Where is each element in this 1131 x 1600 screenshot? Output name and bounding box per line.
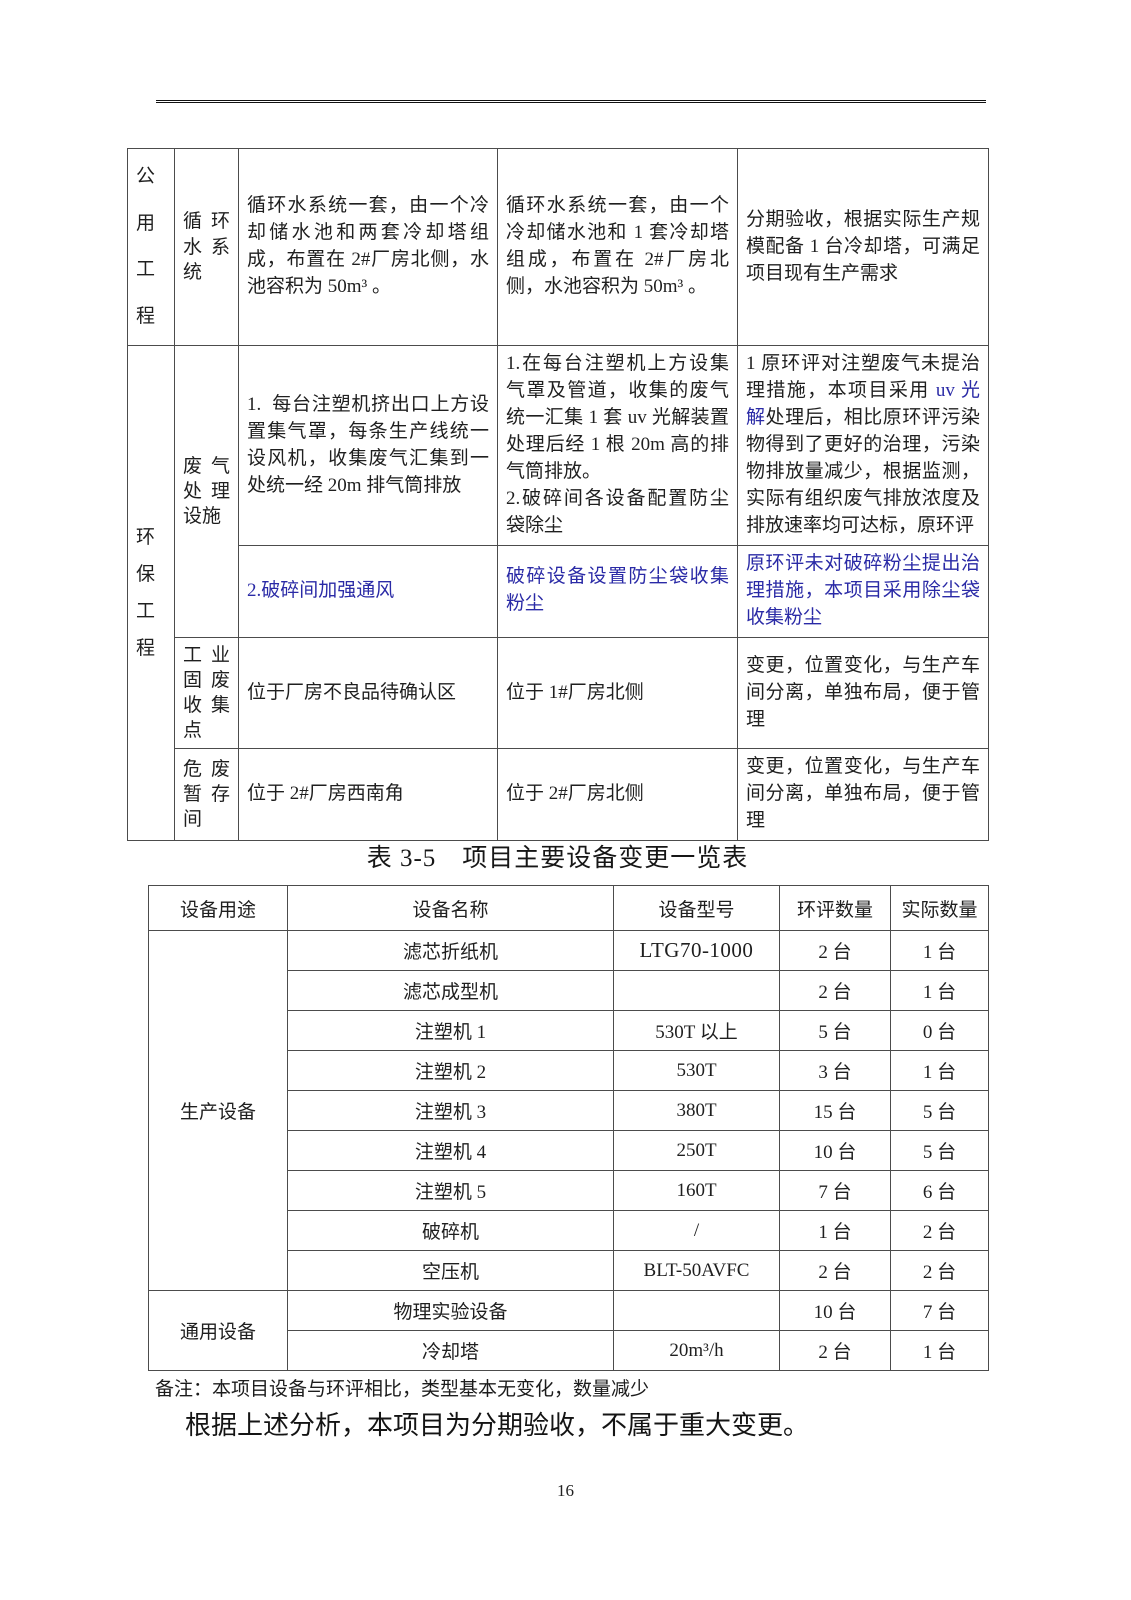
solid-waste-actual-cell: 位于 1#厂房北侧 xyxy=(497,636,738,750)
equipment-header-2: 设备型号 xyxy=(613,885,780,931)
equipment-name-cell: 注塑机 5 xyxy=(287,1170,614,1211)
equipment-name-cell: 滤芯成型机 xyxy=(287,970,614,1011)
table-row-waste-gas: 环保工程 废气处理设施 1. 每台注塑机挤出口上方设置集气罩，每条生产线统一设风… xyxy=(127,345,989,842)
equipment-model-cell: 250T xyxy=(613,1130,780,1171)
utility-original-cell: 循环水系统一套，由一个冷却储水池和两套冷却塔组成，布置在 2#厂房北侧，水池容积… xyxy=(238,147,498,347)
equipment-name-cell: 破碎机 xyxy=(287,1210,614,1251)
hazardous-waste-actual-cell: 位于 2#厂房北侧 xyxy=(497,748,738,842)
equipment-actual-qty-cell: 5 台 xyxy=(890,1090,989,1131)
equipment-actual-qty-cell: 5 台 xyxy=(890,1130,989,1171)
equipment-eia-qty-cell: 10 台 xyxy=(779,1130,891,1171)
remark-highlight-text: uv 光解 xyxy=(746,380,980,429)
equipment-actual-qty-cell: 7 台 xyxy=(890,1290,989,1331)
table-row-hazardous-waste: 危废暂存间 位于 2#厂房西南角 位于 2#厂房北侧 变更，位置变化，与生产车间… xyxy=(128,748,989,842)
page-number: 16 xyxy=(557,1481,574,1500)
equipment-name-cell: 滤芯折纸机 xyxy=(287,930,614,971)
equipment-name-cell: 物理实验设备 xyxy=(287,1290,614,1331)
equipment-eia-qty-cell: 2 台 xyxy=(779,1330,891,1371)
solid-waste-original-cell: 位于厂房不良品待确认区 xyxy=(238,636,498,750)
equipment-table-header-row: 设备用途 设备名称 设备型号 环评数量 实际数量 xyxy=(148,885,989,931)
equipment-actual-qty-cell: 1 台 xyxy=(890,1050,989,1091)
utility-item-cell: 循环水系统 xyxy=(174,147,239,347)
equipment-header-1: 设备名称 xyxy=(287,885,614,931)
waste-gas-remark-cell: 1 原环评对注塑废气未提治理措施，本项目采用 uv 光解处理后，相比原环评污染物… xyxy=(737,345,989,546)
table-row-solid-waste: 工业固废收集点 位于厂房不良品待确认区 位于 1#厂房北侧 变更，位置变化，与生… xyxy=(128,636,989,750)
equipment-eia-qty-cell: 10 台 xyxy=(779,1290,891,1331)
equipment-model-cell: 20m³/h xyxy=(613,1330,780,1371)
equipment-eia-qty-cell: 15 台 xyxy=(779,1090,891,1131)
header-divider xyxy=(156,100,986,103)
crushing-actual-cell: 破碎设备设置防尘袋收集粉尘 xyxy=(497,544,738,638)
equipment-model-cell xyxy=(613,970,780,1011)
equipment-name-cell: 注塑机 3 xyxy=(287,1090,614,1131)
equipment-model-cell: 530T 以上 xyxy=(613,1010,780,1051)
equipment-eia-qty-cell: 1 台 xyxy=(779,1210,891,1251)
equipment-eia-qty-cell: 7 台 xyxy=(779,1170,891,1211)
equipment-actual-qty-cell: 2 台 xyxy=(890,1210,989,1251)
equipment-model-cell: / xyxy=(613,1210,780,1251)
equipment-name-cell: 空压机 xyxy=(287,1250,614,1291)
table-note: 备注：本项目设备与环评相比，类型基本无变化，数量减少 xyxy=(155,1379,650,1400)
equipment-name-cell: 注塑机 1 xyxy=(287,1010,614,1051)
equipment-name-cell: 冷却塔 xyxy=(287,1330,614,1371)
equipment-model-cell: 160T xyxy=(613,1170,780,1211)
hazardous-waste-original-cell: 位于 2#厂房西南角 xyxy=(238,748,498,842)
equipment-actual-qty-cell: 0 台 xyxy=(890,1010,989,1051)
hazardous-waste-item-cell: 危废暂存间 xyxy=(174,748,239,842)
equipment-name-cell: 注塑机 4 xyxy=(287,1130,614,1171)
equipment-header-3: 环评数量 xyxy=(779,885,891,931)
hazardous-waste-remark-cell: 变更，位置变化，与生产车间分离，单独布局，便于管理 xyxy=(737,748,989,842)
crushing-original-cell: 2.破碎间加强通风 xyxy=(238,544,498,638)
utility-category-cell: 公用工程 xyxy=(127,147,175,347)
equipment-group-cell: 通用设备 xyxy=(148,1290,288,1371)
equipment-table-title: 表 3-5 项目主要设备变更一览表 xyxy=(366,845,749,872)
environment-category-cell: 环保工程 xyxy=(127,345,175,842)
equipment-eia-qty-cell: 5 台 xyxy=(779,1010,891,1051)
equipment-model-cell: 530T xyxy=(613,1050,780,1091)
waste-gas-original-cell: 1. 每台注塑机挤出口上方设置集气罩，每条生产线统一设风机，收集废气汇集到一处统… xyxy=(238,345,498,546)
equipment-eia-qty-cell: 2 台 xyxy=(779,970,891,1011)
equipment-actual-qty-cell: 1 台 xyxy=(890,970,989,1011)
equipment-model-cell: LTG70-1000 xyxy=(613,930,780,971)
equipment-actual-qty-cell: 6 台 xyxy=(890,1170,989,1211)
equipment-header-0: 设备用途 xyxy=(148,885,288,931)
equipment-eia-qty-cell: 2 台 xyxy=(779,930,891,971)
equipment-actual-qty-cell: 2 台 xyxy=(890,1250,989,1291)
utility-remark-cell: 分期验收，根据实际生产规模配备 1 台冷却塔，可满足项目现有生产需求 xyxy=(737,147,989,347)
equipment-actual-qty-cell: 1 台 xyxy=(890,1330,989,1371)
waste-gas-item-cell: 废气处理设施 xyxy=(174,345,239,638)
utility-actual-cell: 循环水系统一套，由一个冷却储水池和 1 套冷却塔组成，布置在 2#厂房北侧，水池… xyxy=(497,147,738,347)
equipment-model-cell: BLT-50AVFC xyxy=(613,1250,780,1291)
equipment-eia-qty-cell: 2 台 xyxy=(779,1250,891,1291)
equipment-group-cell: 生产设备 xyxy=(148,930,288,1291)
waste-gas-actual-cell: 1.在每台注塑机上方设集气罩及管道，收集的废气统一汇集 1 套 uv 光解装置处… xyxy=(497,345,738,546)
crushing-remark-cell: 原环评未对破碎粉尘提出治理措施，本项目采用除尘袋收集粉尘 xyxy=(737,544,989,638)
conclusion-paragraph: 根据上述分析，本项目为分期验收，不属于重大变更。 xyxy=(185,1411,810,1440)
equipment-header-4: 实际数量 xyxy=(890,885,989,931)
equipment-name-cell: 注塑机 2 xyxy=(287,1050,614,1091)
equipment-actual-qty-cell: 1 台 xyxy=(890,930,989,971)
equipment-table: 设备用途 设备名称 设备型号 环评数量 实际数量 生产设备 滤芯折纸机 LTG70-1000… xyxy=(148,885,989,1371)
remark-text: 1 原环评对注塑废气未提治理措施，本项目采用 xyxy=(746,353,980,402)
project-change-table: 公用工程 循环水系统 循环水系统一套，由一个冷却储水池和两套冷却塔组成，布置在 … xyxy=(127,147,989,842)
equipment-model-cell xyxy=(613,1290,780,1331)
equipment-eia-qty-cell: 3 台 xyxy=(779,1050,891,1091)
solid-waste-remark-cell: 变更，位置变化，与生产车间分离，单独布局，便于管理 xyxy=(737,636,989,750)
equipment-model-cell: 380T xyxy=(613,1090,780,1131)
solid-waste-item-cell: 工业固废收集点 xyxy=(174,636,239,750)
table-row-utility: 公用工程 循环水系统 循环水系统一套，由一个冷却储水池和两套冷却塔组成，布置在 … xyxy=(127,147,989,347)
table-row-crushing-dust: 2.破碎间加强通风 破碎设备设置防尘袋收集粉尘 原环评未对破碎粉尘提出治理措施，… xyxy=(128,544,989,638)
remark-text: 处理后，相比原环评污染物得到了更好的治理，污染物排放量减少，根据监测，实际有组织… xyxy=(746,407,980,536)
